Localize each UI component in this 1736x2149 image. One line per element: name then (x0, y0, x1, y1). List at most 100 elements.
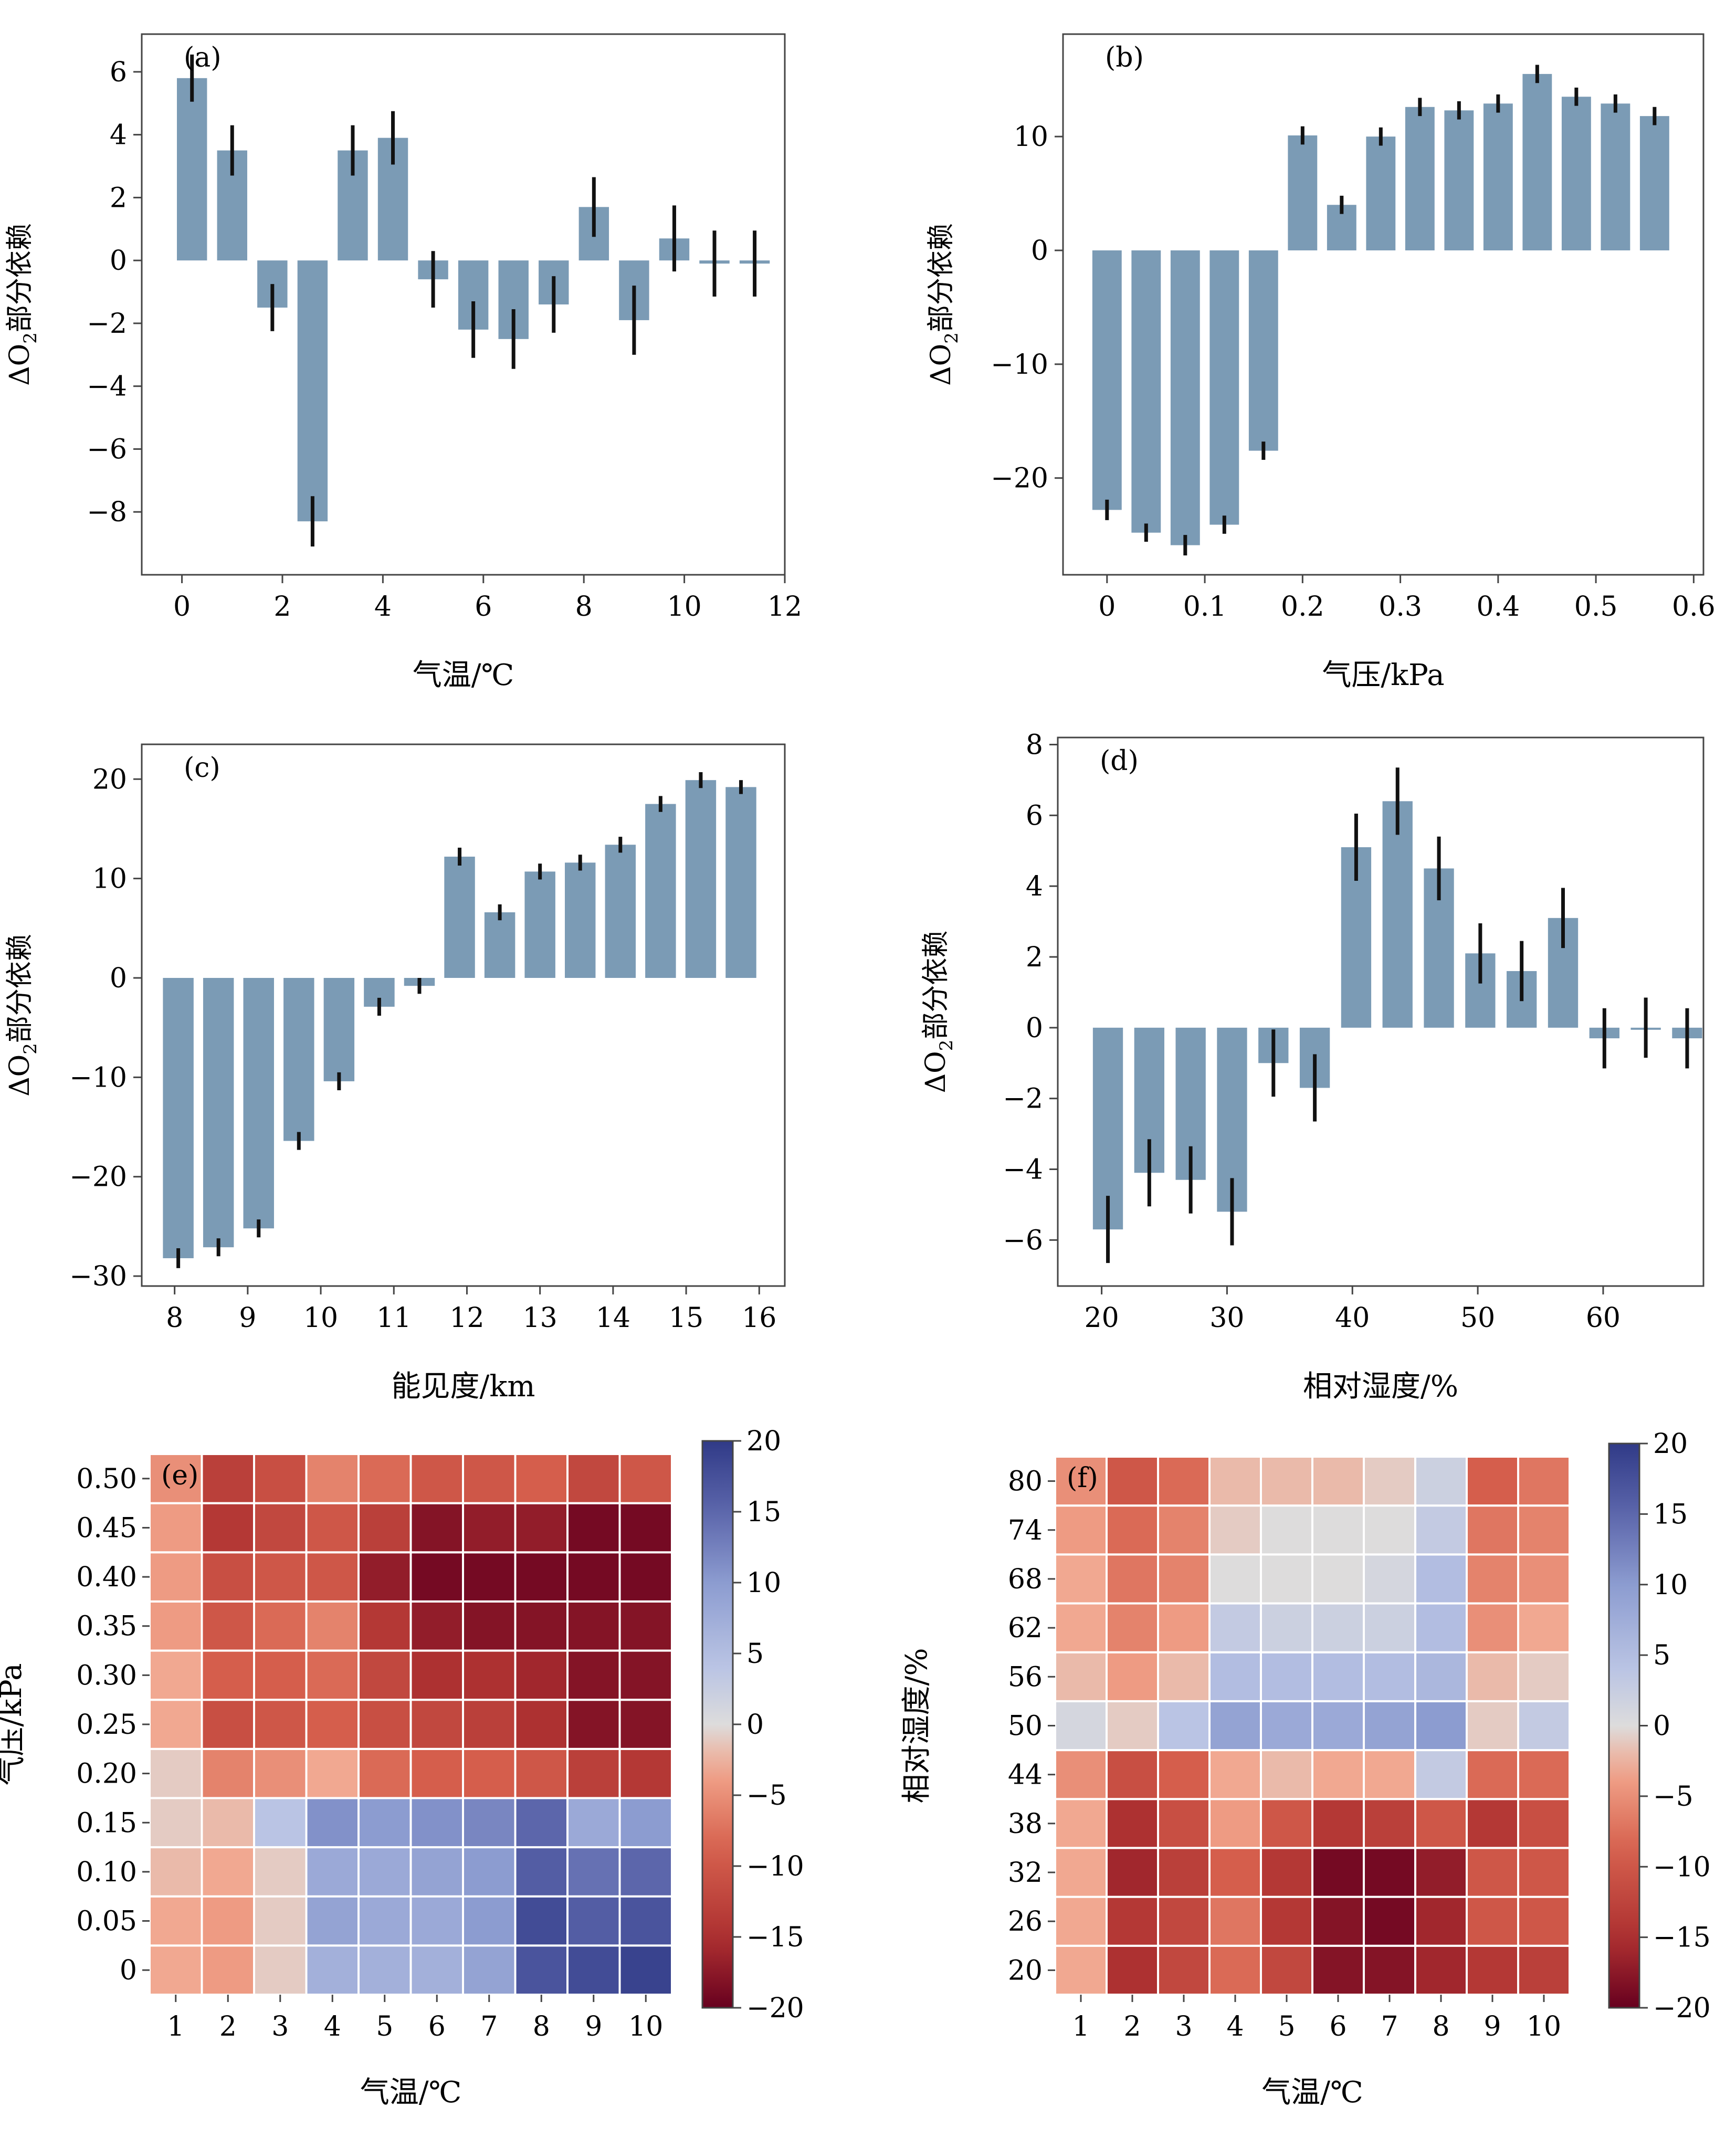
y-tick-label: −10 (991, 349, 1048, 381)
colorbar-tick-label: −20 (746, 1993, 804, 2024)
heatmap-cell (409, 1846, 464, 1898)
heatmap-cell (357, 1453, 412, 1504)
heatmap-cell (1466, 1749, 1519, 1800)
bar (1444, 110, 1474, 250)
heatmap-cell (618, 1453, 673, 1504)
y-axis-label: 相对湿度/% (900, 1648, 934, 1803)
heatmap-cell (1208, 1602, 1262, 1653)
heatmap-cell (253, 1699, 308, 1750)
colorbar-tick-label: −15 (1653, 1922, 1711, 1954)
heatmap-cell (462, 1846, 517, 1898)
x-tick-label: 8 (166, 1302, 183, 1334)
heatmap-cell (305, 1502, 360, 1554)
colorbar-tick-label: 0 (1653, 1711, 1670, 1742)
heatmap-cell (1260, 1749, 1313, 1800)
heatmap-cell (409, 1600, 464, 1652)
x-tick-label: 16 (742, 1302, 776, 1334)
heatmap-cell (305, 1747, 360, 1799)
y-tick-label: −4 (87, 371, 127, 403)
bar (725, 787, 756, 978)
heatmap-cell (566, 1944, 621, 1996)
heatmap-cell (409, 1747, 464, 1799)
heatmap-cell (1157, 1602, 1211, 1653)
heatmap-cell (566, 1895, 621, 1947)
heatmap-cell (1260, 1847, 1313, 1898)
heatmap-cell (149, 1502, 203, 1554)
heatmap-cell (1260, 1651, 1313, 1702)
x-tick-label: 10 (1527, 2011, 1561, 2042)
heatmap-cell (305, 1551, 360, 1603)
bar (1170, 250, 1200, 545)
panel-label: (a) (184, 42, 222, 73)
x-tick-label: 9 (239, 1302, 256, 1334)
x-tick-label: 3 (271, 2011, 289, 2042)
heatmap-cell (253, 1895, 308, 1947)
x-tick-label: 8 (533, 2011, 550, 2042)
x-tick-label: 1 (1072, 2011, 1089, 2042)
x-axis-label: 气温/℃ (413, 658, 514, 692)
colorbar-tick-label: 10 (746, 1567, 781, 1599)
x-tick-label: 0.4 (1477, 591, 1520, 623)
heatmap-cell (1363, 1504, 1416, 1556)
heatmap-cell (305, 1453, 360, 1504)
heatmap-cell (357, 1846, 412, 1898)
heatmap-cell (1260, 1944, 1313, 1996)
colorbar-tick-label: 0 (746, 1709, 764, 1741)
bar-panel-a: −8 −6 −4 −2 0 2 4 6 0 2 4 6 8 10 12 (a) 气温/℃ (87, 33, 802, 692)
x-tick-label: 0.1 (1183, 591, 1227, 623)
heatmap-cell (149, 1895, 203, 1947)
heatmap-cell (149, 1944, 203, 1996)
x-tick-label: 0.2 (1281, 591, 1324, 623)
colorbar-tick-label: 10 (1653, 1569, 1688, 1601)
heatmap-cell (201, 1453, 255, 1504)
heatmap-cell (201, 1600, 255, 1652)
heatmap-cell (1208, 1944, 1262, 1996)
x-tick-label: 30 (1209, 1302, 1244, 1334)
heatmap-cell (1466, 1700, 1519, 1752)
heatmap-cell (1260, 1504, 1313, 1556)
heatmap-cell (1466, 1895, 1519, 1947)
y-axis-label: ΔO2部分依赖 (925, 223, 962, 386)
heatmap-cell (253, 1846, 308, 1898)
heatmap-cell (201, 1747, 255, 1799)
heatmap-cell (201, 1649, 255, 1701)
x-axis-label: 气温/℃ (1261, 2076, 1363, 2110)
heatmap-cell (618, 1699, 673, 1750)
heatmap-cell (1517, 1651, 1571, 1702)
heatmap-cell (1363, 1700, 1416, 1752)
y-tick-label: 2 (110, 182, 127, 214)
heatmap-cell (305, 1649, 360, 1701)
heatmap-cell (1466, 1456, 1519, 1507)
heatmap-cell (253, 1600, 308, 1652)
heatmap-cell (1208, 1651, 1262, 1702)
svg-text:ΔO2部分依赖: ΔO2部分依赖 (925, 223, 962, 386)
y-tick-label: 0.20 (76, 1758, 137, 1790)
heatmap-cell (149, 1846, 203, 1898)
x-tick-label: 0.5 (1574, 591, 1618, 623)
x-tick-label: 4 (324, 2011, 341, 2042)
heatmap-cell (1517, 1504, 1571, 1556)
heatmap-cell (149, 1747, 203, 1799)
heatmap-cell (1517, 1749, 1571, 1800)
y-tick-label: 0 (1031, 235, 1048, 267)
heatmap-cell (201, 1944, 255, 1996)
x-tick-label: 9 (585, 2011, 602, 2042)
panel-label: (e) (161, 1460, 198, 1491)
x-tick-label: 15 (669, 1302, 703, 1334)
x-tick-label: 11 (376, 1302, 411, 1334)
heatmap-cell (1414, 1895, 1468, 1947)
heatmap-cell (1414, 1700, 1468, 1752)
y-tick-label: −2 (1003, 1083, 1043, 1115)
bar (1382, 801, 1413, 1028)
heatmap-cell (566, 1699, 621, 1750)
heatmap-cell (1414, 1749, 1468, 1800)
bar (1209, 250, 1239, 525)
heatmap-cell (201, 1895, 255, 1947)
heatmap-cell (1106, 1504, 1159, 1556)
heatmap-cell (1260, 1798, 1313, 1849)
heatmap-cell (1260, 1456, 1313, 1507)
heatmap-cell (1414, 1847, 1468, 1898)
plot-frame (1062, 33, 1705, 576)
heatmap-cell (1157, 1749, 1211, 1800)
